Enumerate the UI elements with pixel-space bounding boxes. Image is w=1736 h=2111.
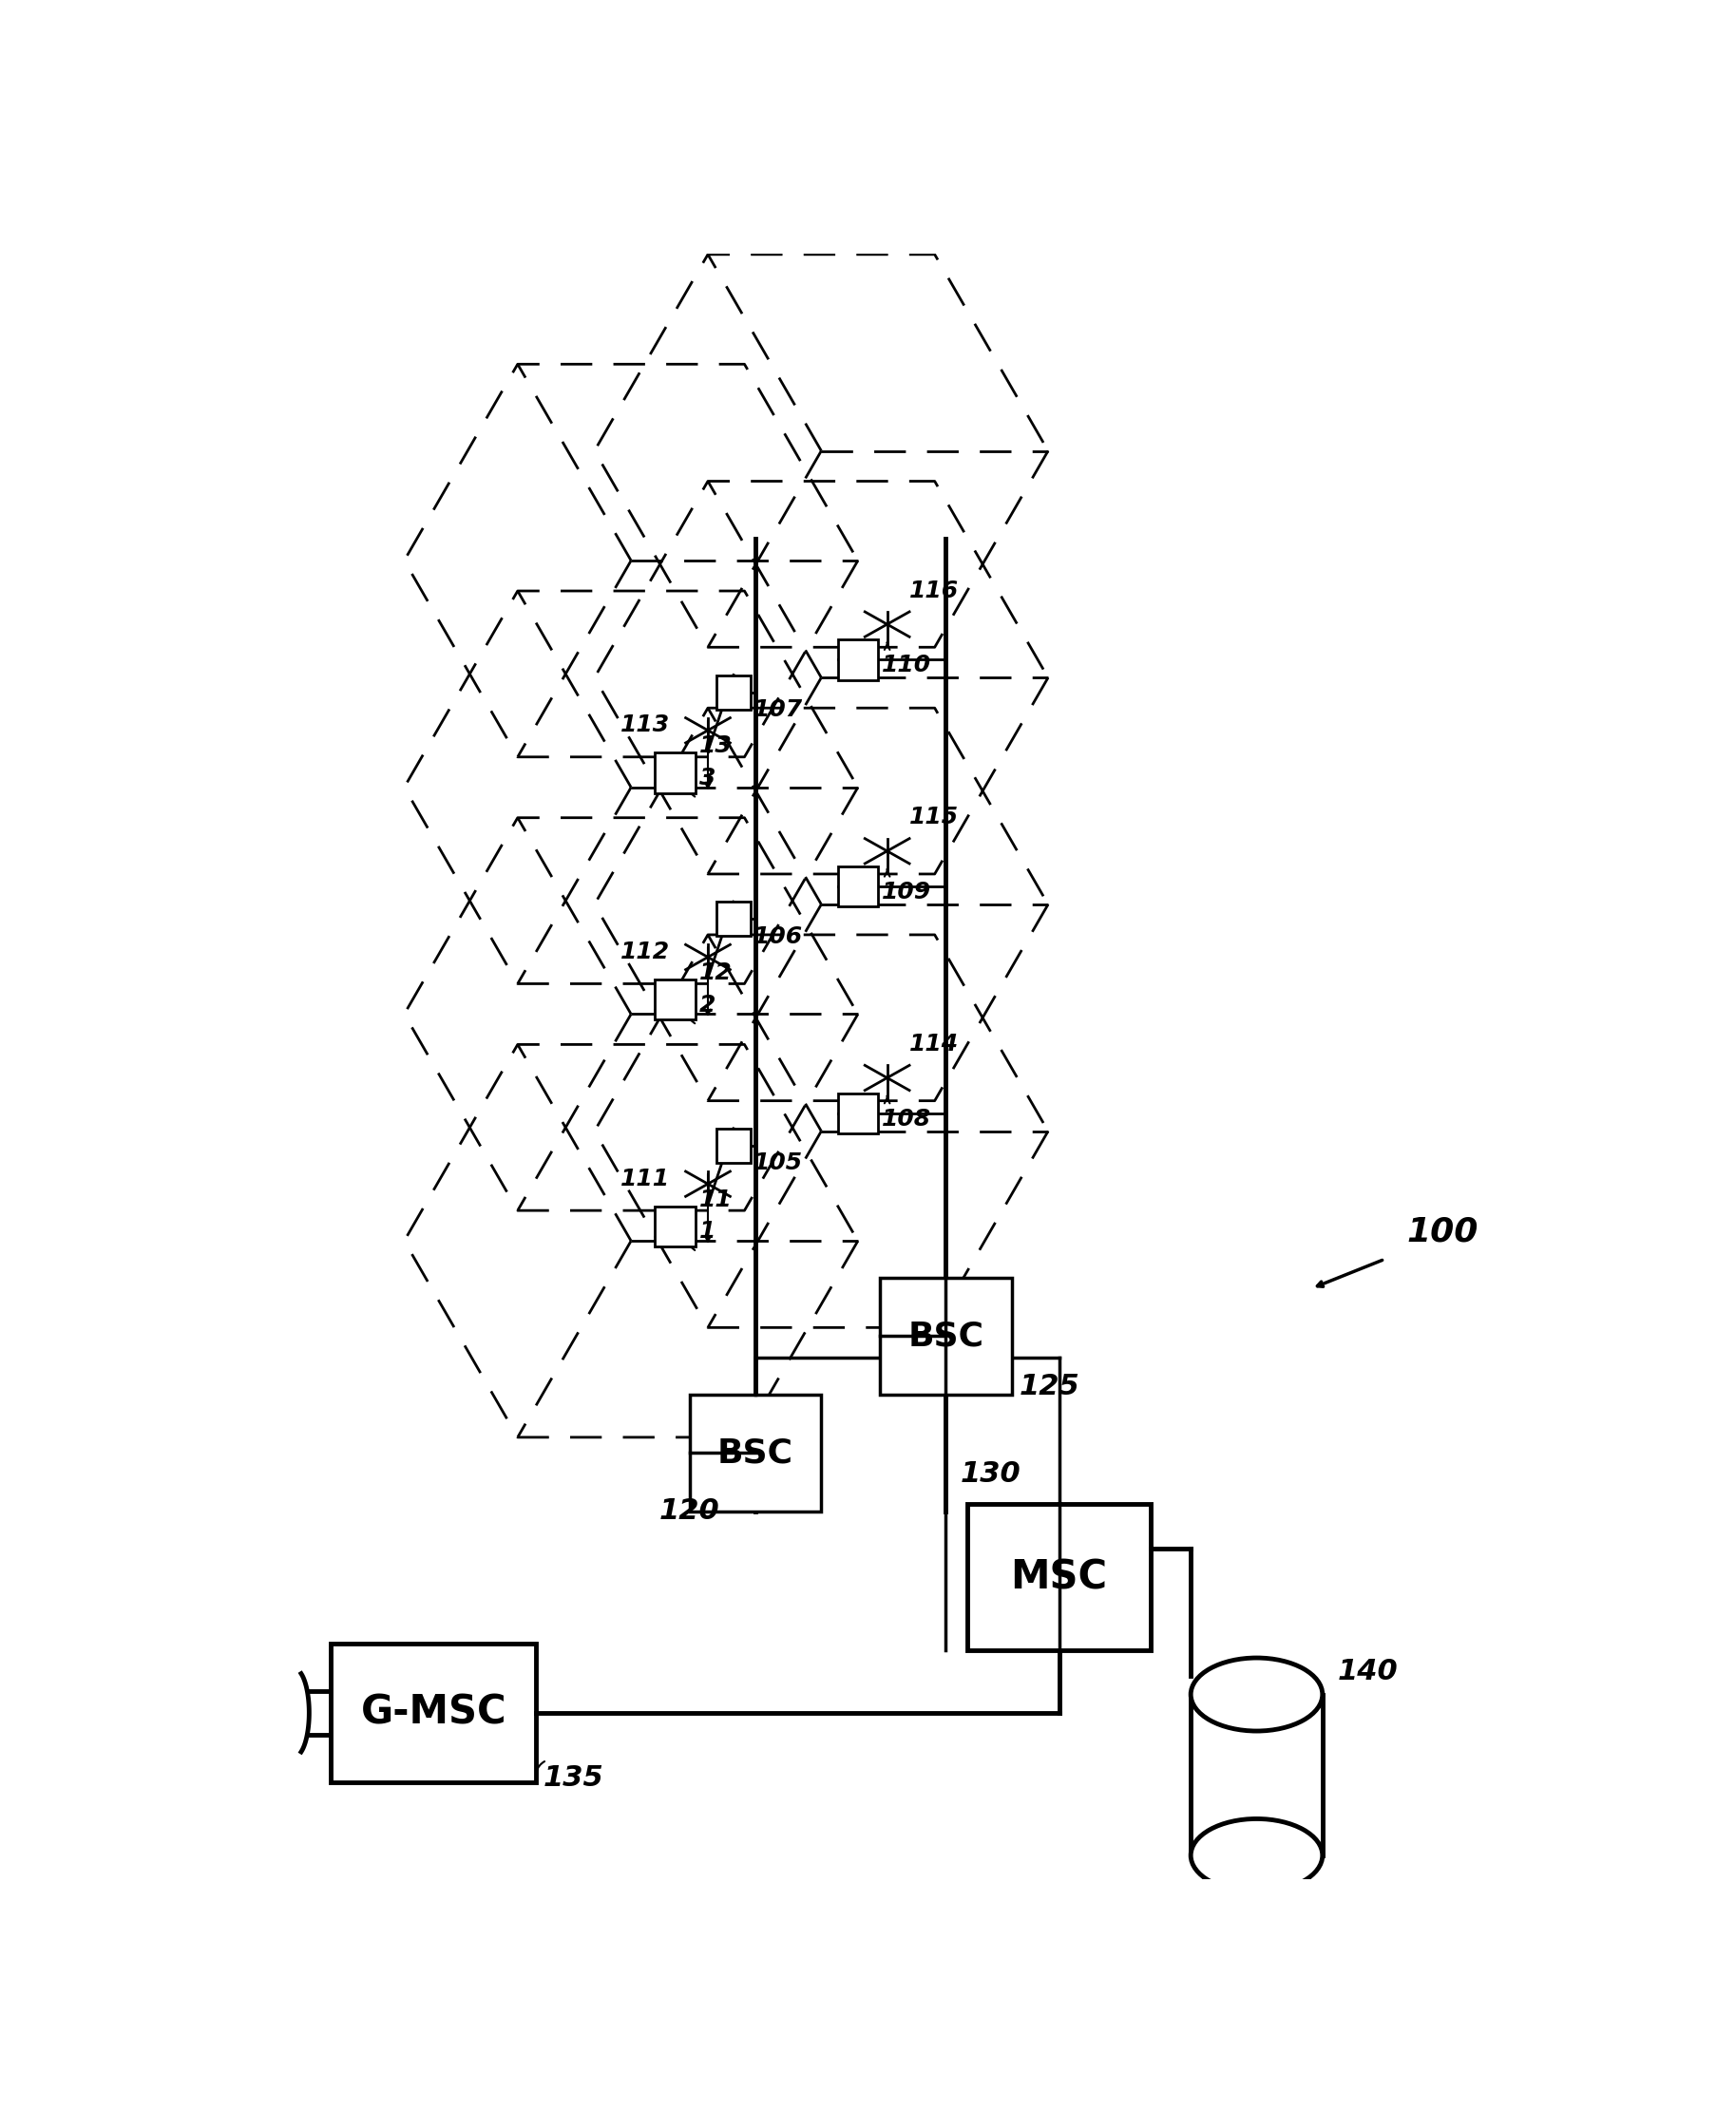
Text: 1: 1 xyxy=(700,1220,715,1243)
Text: 12: 12 xyxy=(700,961,733,984)
Text: 140: 140 xyxy=(1337,1657,1397,1685)
Text: 3: 3 xyxy=(700,766,715,790)
Bar xyxy=(880,1277,1012,1395)
Bar xyxy=(717,1129,750,1163)
Bar xyxy=(654,980,694,1020)
Bar xyxy=(967,1505,1151,1651)
Text: 112: 112 xyxy=(620,942,670,963)
Text: 105: 105 xyxy=(753,1153,804,1174)
Text: 108: 108 xyxy=(882,1108,932,1129)
Text: 110: 110 xyxy=(882,654,932,678)
Bar xyxy=(838,640,878,680)
Text: 130: 130 xyxy=(960,1461,1021,1488)
Text: 115: 115 xyxy=(910,806,958,830)
Bar xyxy=(717,676,750,709)
Bar xyxy=(654,1205,694,1245)
Text: BSC: BSC xyxy=(717,1438,793,1469)
Text: 13: 13 xyxy=(700,735,733,758)
Text: 114: 114 xyxy=(910,1032,958,1056)
Text: MSC: MSC xyxy=(1010,1558,1108,1598)
Text: 116: 116 xyxy=(910,578,958,602)
Text: 125: 125 xyxy=(1019,1372,1080,1400)
Text: 107: 107 xyxy=(753,699,804,722)
Bar xyxy=(838,866,878,906)
Bar xyxy=(332,1642,536,1782)
Bar xyxy=(838,1093,878,1134)
Text: G-MSC: G-MSC xyxy=(361,1693,507,1733)
Ellipse shape xyxy=(1191,1657,1323,1731)
Text: 11: 11 xyxy=(700,1188,733,1212)
Text: 109: 109 xyxy=(882,880,932,904)
Text: 100: 100 xyxy=(1406,1216,1479,1248)
Text: 2: 2 xyxy=(700,994,715,1015)
Text: BSC: BSC xyxy=(908,1319,984,1353)
Text: 113: 113 xyxy=(620,714,670,737)
Bar xyxy=(717,901,750,935)
Bar xyxy=(654,754,694,794)
Bar xyxy=(689,1395,821,1511)
Text: 106: 106 xyxy=(753,925,804,948)
Text: 135: 135 xyxy=(543,1765,604,1792)
Text: 120: 120 xyxy=(660,1497,719,1524)
Text: 111: 111 xyxy=(620,1167,670,1191)
Ellipse shape xyxy=(1191,1820,1323,1891)
